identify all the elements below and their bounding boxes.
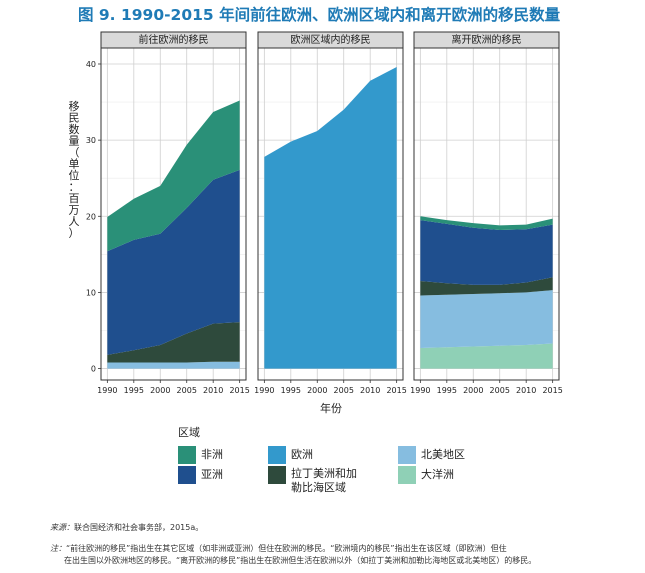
area-northam-panel-2 — [420, 290, 553, 349]
y-tick-label-40: 40 — [86, 60, 96, 69]
panel-frame-2 — [413, 47, 560, 381]
footnote-line-2: 在出生国以外欧洲地区的移民。“离开欧洲的移民”指出生在欧洲但生活在欧洲以外（如拉… — [64, 556, 537, 565]
x-tick-label-2-2005: 2005 — [490, 386, 510, 395]
x-tick-label-2-2000: 2000 — [463, 386, 483, 395]
legend-swatch-oceania — [398, 466, 416, 484]
x-tick-label-0-2005: 2005 — [177, 386, 197, 395]
x-tick-label-1-2015: 2015 — [386, 386, 406, 395]
legend-label-latam: 拉丁美洲和加勒比海区域 — [291, 467, 357, 494]
x-tick-label-2-2010: 2010 — [516, 386, 536, 395]
y-tick-label-0: 0 — [91, 365, 96, 374]
panel-frame-0 — [100, 47, 247, 381]
area-latam-panel-0 — [107, 322, 240, 363]
note-label: 注： — [50, 544, 66, 553]
x-tick-label-2-1990: 1990 — [410, 386, 430, 395]
x-tick-label-1-1995: 1995 — [281, 386, 301, 395]
area-africa-panel-2 — [420, 216, 553, 230]
legend-swatch-asia — [178, 466, 196, 484]
footnote: 注：“前往欧洲的移民”指出生在其它区域（如非洲或亚洲）但住在欧洲的移民。“欧洲境… — [50, 543, 507, 554]
x-tick-label-0-1995: 1995 — [124, 386, 144, 395]
area-latam-panel-2 — [420, 277, 553, 296]
panel-title-0: 前往欧洲的移民 — [139, 33, 209, 46]
area-africa-panel-0 — [107, 100, 240, 252]
legend-label-asia: 亚洲 — [201, 468, 223, 481]
legend-swatch-northam — [398, 446, 416, 464]
source-note: 来源：联合国经济和社会事务部，2015a。 — [50, 522, 203, 533]
x-tick-label-1-2010: 2010 — [360, 386, 380, 395]
x-tick-label-0-2010: 2010 — [203, 386, 223, 395]
x-tick-label-0-2015: 2015 — [229, 386, 249, 395]
panel-title-1: 欧洲区域内的移民 — [291, 33, 371, 46]
area-asia-panel-2 — [420, 220, 553, 285]
x-tick-label-1-2000: 2000 — [307, 386, 327, 395]
panel-title-2: 离开欧洲的移民 — [452, 33, 522, 46]
panel-frame-1 — [257, 47, 404, 381]
x-tick-label-1-2005: 2005 — [334, 386, 354, 395]
legend-swatch-latam — [268, 466, 286, 484]
legend-swatch-europe — [268, 446, 286, 464]
legend-label-oceania: 大洋洲 — [421, 468, 454, 481]
x-tick-label-2-1995: 1995 — [437, 386, 457, 395]
y-tick-label-10: 10 — [86, 288, 96, 297]
area-northam-panel-0 — [107, 361, 240, 369]
source-label: 来源： — [50, 523, 74, 532]
area-europe-panel-1 — [264, 67, 397, 369]
legend-swatch-africa — [178, 446, 196, 464]
x-axis-label: 年份 — [320, 401, 342, 415]
source-text: 联合国经济和社会事务部，2015a。 — [74, 523, 204, 532]
x-tick-label-2-2015: 2015 — [542, 386, 562, 395]
area-oceania-panel-2 — [420, 343, 553, 369]
x-tick-label-0-1990: 1990 — [97, 386, 117, 395]
y-axis-label: 移民数量（单位：百万人） — [69, 100, 80, 240]
x-tick-label-0-2000: 2000 — [150, 386, 170, 395]
y-tick-label-20: 20 — [86, 212, 96, 221]
legend-label-europe: 欧洲 — [291, 448, 313, 461]
x-tick-label-1-1990: 1990 — [254, 386, 274, 395]
y-tick-label-30: 30 — [86, 136, 96, 145]
legend-title: 区域 — [178, 426, 200, 439]
area-asia-panel-0 — [107, 169, 240, 355]
figure-title: 图 9. 1990-2015 年间前往欧洲、欧洲区域内和离开欧洲的移民数量 — [78, 6, 561, 24]
note-line-1: “前往欧洲的移民”指出生在其它区域（如非洲或亚洲）但住在欧洲的移民。“欧洲境内的… — [66, 544, 507, 553]
legend-label-africa: 非洲 — [201, 448, 223, 461]
legend-label-northam: 北美地区 — [421, 448, 465, 461]
